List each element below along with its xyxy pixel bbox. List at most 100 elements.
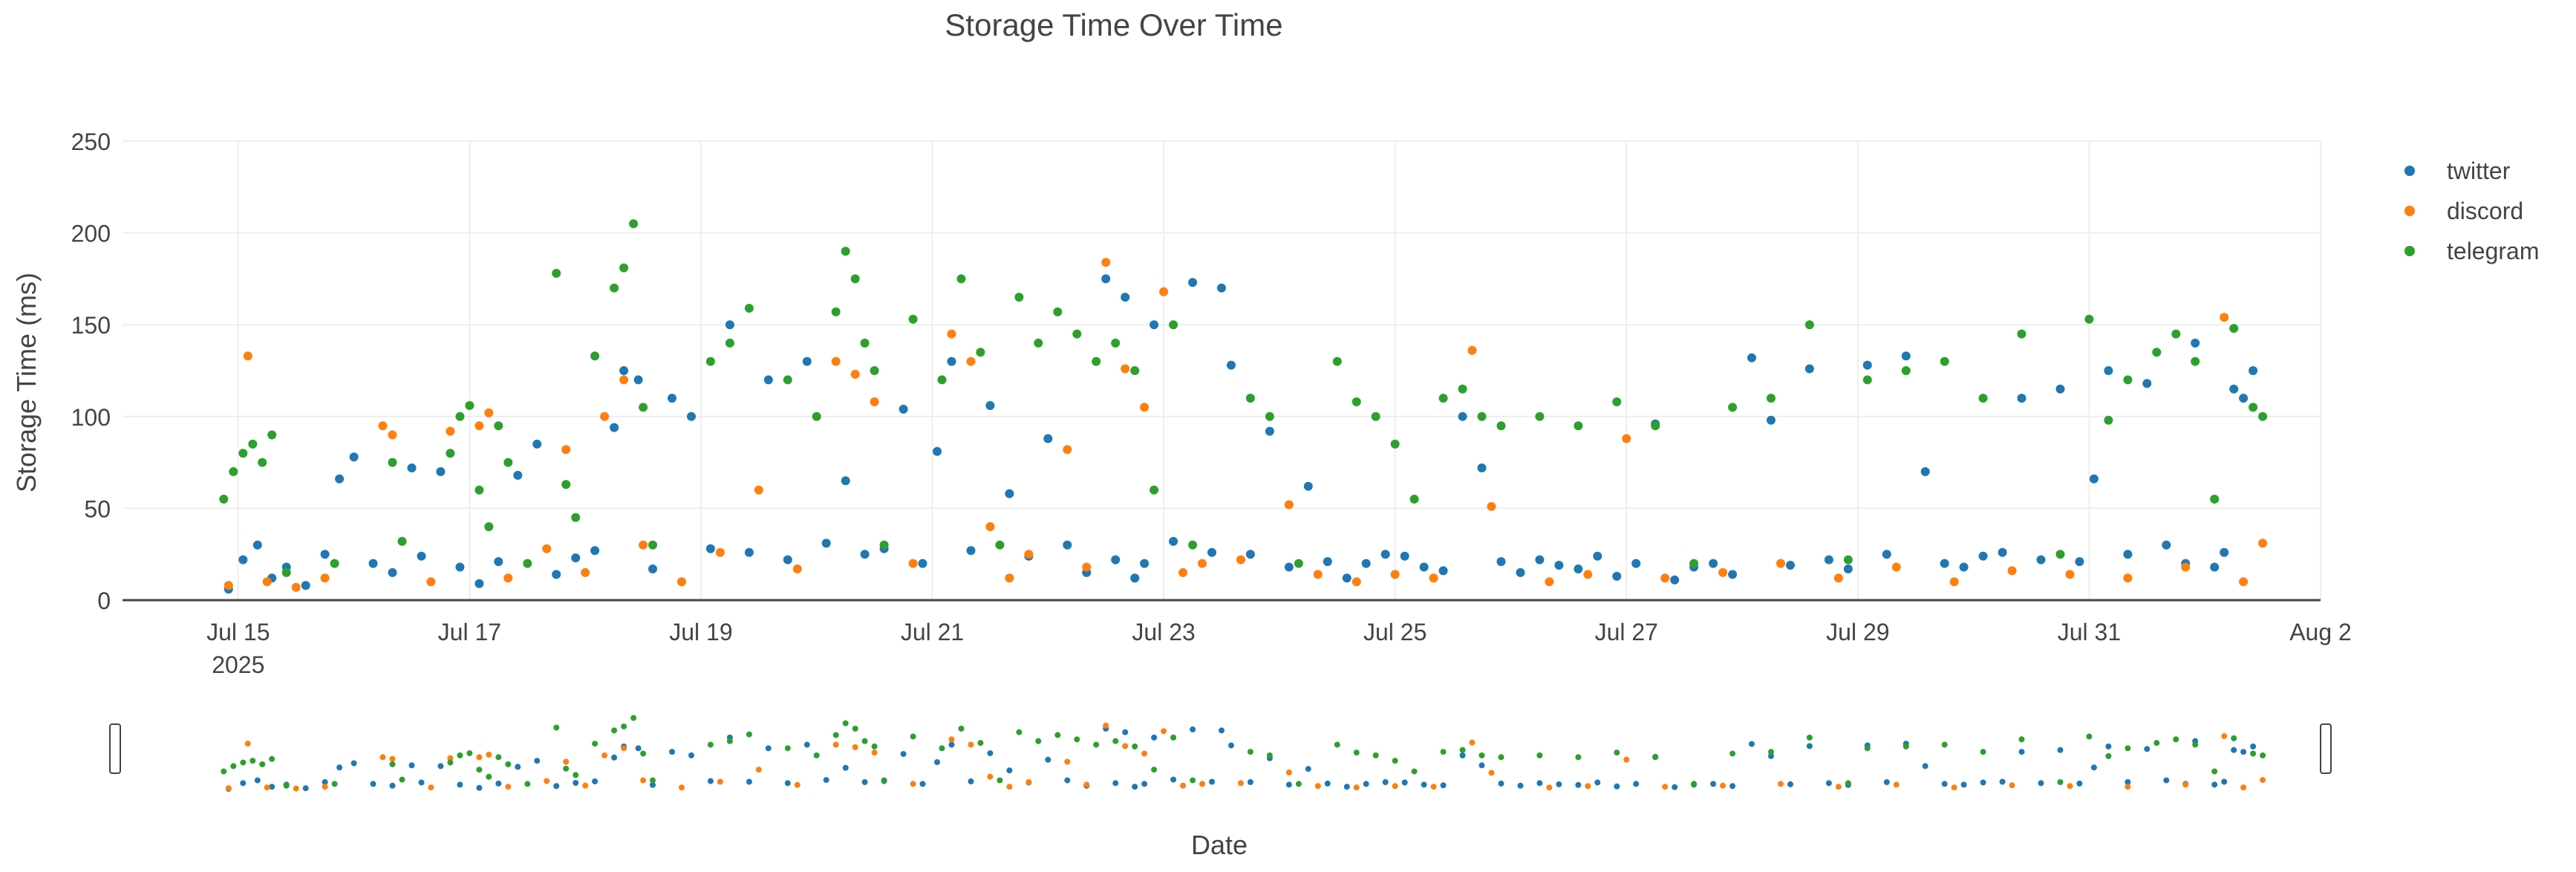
data-point-discord[interactable]	[475, 421, 484, 431]
data-point-telegram[interactable]	[1332, 357, 1342, 366]
data-point-twitter[interactable]	[1959, 562, 1969, 572]
data-point-twitter[interactable]	[1574, 564, 1583, 573]
data-point-discord[interactable]	[677, 577, 686, 587]
data-point-twitter[interactable]	[349, 452, 359, 462]
data-point-twitter[interactable]	[1477, 463, 1487, 472]
data-point-twitter[interactable]	[1940, 559, 1949, 568]
data-point-twitter[interactable]	[1188, 278, 1198, 287]
data-point-twitter[interactable]	[1043, 434, 1053, 443]
data-point-telegram[interactable]	[2258, 411, 2268, 421]
data-point-twitter[interactable]	[744, 547, 754, 557]
data-point-discord[interactable]	[503, 573, 513, 583]
data-point-discord[interactable]	[947, 329, 956, 339]
data-point-twitter[interactable]	[2075, 557, 2084, 567]
data-point-discord[interactable]	[1949, 577, 1959, 587]
data-point-discord[interactable]	[792, 564, 802, 573]
data-point-telegram[interactable]	[2055, 550, 2065, 559]
data-point-twitter[interactable]	[436, 467, 446, 476]
data-point-telegram[interactable]	[1843, 555, 1853, 564]
data-point-twitter[interactable]	[2191, 338, 2200, 348]
data-point-twitter[interactable]	[1901, 351, 1911, 361]
data-point-twitter[interactable]	[2142, 379, 2152, 388]
legend[interactable]: twitter discord telegram	[2404, 157, 2540, 264]
data-point-telegram[interactable]	[744, 304, 754, 313]
data-point-twitter[interactable]	[619, 366, 629, 375]
data-point-discord[interactable]	[1024, 550, 1034, 559]
data-point-twitter[interactable]	[783, 555, 792, 564]
data-point-discord[interactable]	[966, 357, 976, 366]
data-point-discord[interactable]	[224, 581, 233, 590]
data-point-discord[interactable]	[1140, 403, 1150, 412]
data-point-twitter[interactable]	[725, 320, 734, 330]
data-point-twitter[interactable]	[1265, 426, 1274, 436]
data-point-discord[interactable]	[426, 577, 436, 587]
data-point-twitter[interactable]	[590, 546, 600, 556]
data-point-twitter[interactable]	[455, 562, 465, 572]
data-point-discord[interactable]	[1121, 364, 1130, 374]
data-point-discord[interactable]	[2181, 562, 2191, 572]
data-point-discord[interactable]	[1284, 500, 1294, 510]
data-point-twitter[interactable]	[407, 463, 417, 472]
data-point-discord[interactable]	[1467, 345, 1477, 355]
data-point-telegram[interactable]	[639, 403, 648, 412]
data-point-discord[interactable]	[754, 485, 763, 495]
data-point-discord[interactable]	[1718, 567, 1728, 577]
data-point-telegram[interactable]	[552, 269, 561, 278]
data-point-telegram[interactable]	[330, 559, 339, 568]
data-point-discord[interactable]	[1429, 573, 1438, 583]
data-point-twitter[interactable]	[1554, 561, 1564, 570]
data-point-telegram[interactable]	[812, 411, 821, 421]
data-point-twitter[interactable]	[1882, 550, 1891, 559]
data-point-twitter[interactable]	[1978, 551, 1988, 561]
legend-item-discord[interactable]: discord	[2404, 198, 2523, 224]
data-point-twitter[interactable]	[1709, 559, 1718, 568]
data-point-discord[interactable]	[850, 369, 860, 379]
data-point-twitter[interactable]	[1342, 573, 1351, 583]
data-point-twitter[interactable]	[2249, 366, 2258, 375]
data-point-twitter[interactable]	[1998, 547, 2007, 557]
data-point-discord[interactable]	[1236, 555, 1245, 564]
data-point-twitter[interactable]	[2017, 394, 2026, 403]
data-point-telegram[interactable]	[648, 540, 657, 550]
range-slider[interactable]	[109, 715, 2332, 793]
data-point-telegram[interactable]	[2152, 348, 2162, 357]
data-point-discord[interactable]	[985, 522, 995, 532]
data-point-telegram[interactable]	[494, 421, 503, 431]
data-point-twitter[interactable]	[668, 394, 676, 403]
data-point-twitter[interactable]	[368, 559, 378, 568]
data-point-discord[interactable]	[1063, 445, 1072, 455]
data-point-telegram[interactable]	[1130, 366, 1140, 375]
data-point-telegram[interactable]	[1351, 397, 1361, 406]
data-point-twitter[interactable]	[2036, 555, 2046, 564]
data-point-telegram[interactable]	[267, 430, 277, 440]
data-point-telegram[interactable]	[610, 283, 619, 293]
data-point-twitter[interactable]	[1005, 489, 1014, 498]
data-point-discord[interactable]	[1622, 434, 1631, 443]
data-point-twitter[interactable]	[552, 570, 561, 579]
data-point-twitter[interactable]	[1496, 557, 1506, 567]
range-slider-left-handle[interactable]	[109, 723, 121, 774]
data-point-telegram[interactable]	[1092, 357, 1101, 366]
data-point-telegram[interactable]	[860, 338, 870, 348]
data-point-telegram[interactable]	[2084, 314, 2094, 324]
data-point-twitter[interactable]	[918, 559, 927, 568]
data-point-twitter[interactable]	[2210, 562, 2220, 572]
data-point-telegram[interactable]	[976, 348, 985, 357]
data-point-discord[interactable]	[291, 582, 301, 592]
data-point-telegram[interactable]	[1458, 384, 1467, 394]
data-point-telegram[interactable]	[388, 458, 397, 467]
data-point-telegram[interactable]	[1169, 320, 1178, 330]
data-point-discord[interactable]	[1583, 570, 1593, 579]
data-point-twitter[interactable]	[1130, 573, 1140, 583]
data-point-discord[interactable]	[1005, 573, 1014, 583]
data-point-discord[interactable]	[2123, 573, 2133, 583]
data-point-discord[interactable]	[1390, 570, 1400, 579]
data-point-discord[interactable]	[262, 577, 272, 587]
data-point-telegram[interactable]	[1767, 394, 1776, 403]
data-point-discord[interactable]	[1545, 577, 1554, 587]
data-point-twitter[interactable]	[1303, 481, 1313, 491]
data-point-twitter[interactable]	[1140, 559, 1150, 568]
data-point-telegram[interactable]	[831, 307, 841, 316]
data-point-telegram[interactable]	[1265, 411, 1274, 421]
data-point-twitter[interactable]	[1747, 353, 1756, 362]
